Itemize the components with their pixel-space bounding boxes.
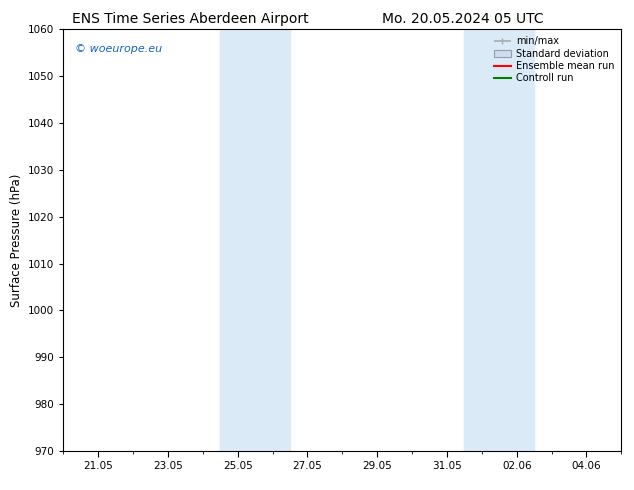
- Text: ENS Time Series Aberdeen Airport: ENS Time Series Aberdeen Airport: [72, 12, 309, 26]
- Text: © woeurope.eu: © woeurope.eu: [75, 44, 162, 54]
- Bar: [221, 29, 290, 451]
- Legend: min/max, Standard deviation, Ensemble mean run, Controll run: min/max, Standard deviation, Ensemble me…: [492, 34, 616, 85]
- Bar: [464, 29, 534, 451]
- Text: Mo. 20.05.2024 05 UTC: Mo. 20.05.2024 05 UTC: [382, 12, 543, 26]
- Y-axis label: Surface Pressure (hPa): Surface Pressure (hPa): [10, 173, 23, 307]
